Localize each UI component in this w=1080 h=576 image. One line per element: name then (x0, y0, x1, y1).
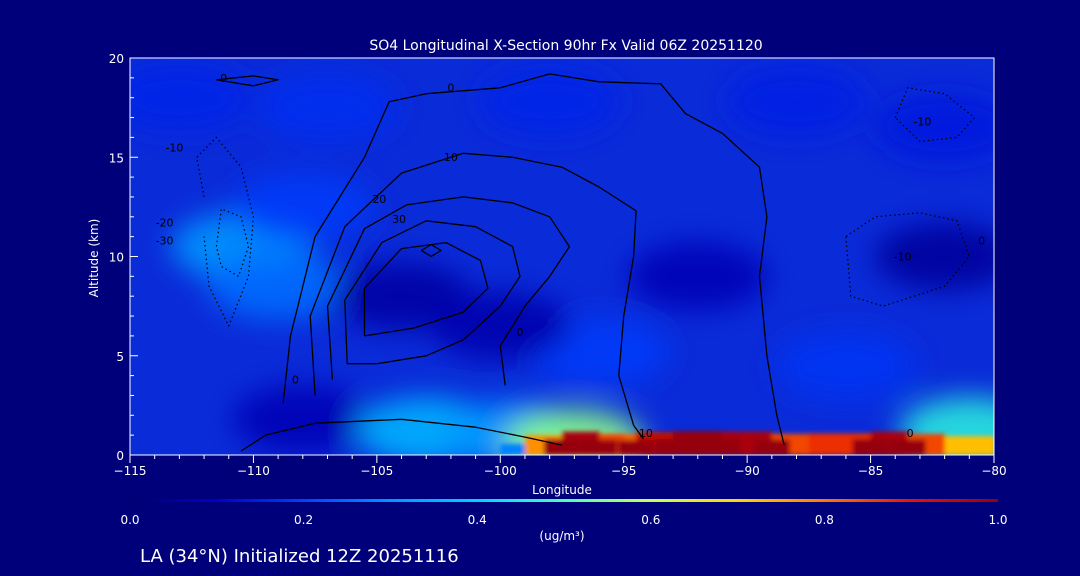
contour-line-11 (845, 212, 970, 307)
surface-concentration-layer (500, 431, 994, 455)
x-axis-label: Longitude (532, 483, 592, 497)
contour-label-7: -10 (165, 141, 183, 154)
chart-title: SO4 Longitudinal X-Section 90hr Fx Valid… (369, 38, 762, 54)
contour-label-11: 0 (907, 427, 914, 440)
colorbar-strip (130, 499, 998, 502)
surface-core-3 (581, 439, 618, 455)
contour-label-3: 20 (372, 193, 386, 206)
contour-line-6 (240, 418, 563, 452)
surface-core-11 (889, 439, 926, 455)
y-axis-label: Altitude (km) (87, 219, 101, 298)
contour-lines: 0 0 10 20 30 0 0 -10 -20 -30 10 0 0 -10 -10 (156, 72, 985, 452)
field-blob-4 (874, 93, 994, 162)
contour-label-4: 30 (392, 213, 406, 226)
surface-core-5 (618, 440, 655, 455)
contour-label-13: -10 (894, 250, 912, 263)
colorbar-tick-label-4: 0.8 (815, 513, 834, 527)
field-blob-6 (208, 252, 349, 321)
footer-site-label: LA (34°N) Initialized 12Z 20251116 (140, 546, 459, 567)
plot-area: 0 0 10 20 30 0 0 -10 -20 -30 10 0 0 -10 -10 (129, 57, 995, 456)
surface-core-10 (852, 439, 889, 455)
contour-line-3 (344, 220, 521, 365)
contour-line-4 (363, 241, 489, 337)
y-tick-label-1: 5 (116, 350, 124, 364)
x-tick-label-5: −90 (734, 464, 759, 478)
field-blob-1 (257, 73, 398, 142)
x-tick-label-1: −110 (237, 464, 270, 478)
field-blob-3 (726, 67, 867, 136)
contour-label-0: 0 (447, 82, 454, 95)
contour-line-0 (282, 73, 785, 446)
contour-line-1 (309, 152, 645, 440)
field-blob-9 (775, 331, 916, 400)
colorbar: 0.0 0.2 0.4 0.6 0.8 1.0 (ug/m³) (120, 499, 1008, 543)
field-blob-7 (232, 172, 373, 241)
surface-core-2 (544, 439, 580, 455)
colorbar-tick-label-5: 1.0 (988, 513, 1007, 527)
surface-segment-12 (944, 436, 994, 455)
contour-label-12: 0 (978, 235, 985, 248)
x-tick-label-2: −105 (360, 464, 393, 478)
x-tick-label-6: −85 (858, 464, 883, 478)
contour-label-10: 10 (639, 427, 653, 440)
x-axis: −115 −110 −105 −100 −95 −90 −85 −80 (114, 455, 1007, 478)
surface-segment-0 (500, 444, 526, 455)
y-tick-label-3: 15 (109, 151, 124, 165)
surface-core-8 (753, 439, 790, 455)
field-blob-12 (430, 291, 571, 360)
y-tick-label-4: 20 (109, 52, 124, 66)
colorbar-tick-label-1: 0.2 (294, 513, 313, 527)
contour-label-9: -30 (156, 235, 174, 248)
field-blob-10 (627, 242, 768, 311)
y-tick-label-2: 10 (109, 251, 124, 265)
surface-core-7 (704, 439, 741, 455)
field-blob-13 (874, 222, 994, 291)
contour-label-6: 0 (292, 374, 299, 387)
contour-line-2 (326, 196, 571, 386)
surface-core-6 (655, 439, 692, 455)
contour-label-2: 10 (444, 151, 458, 164)
contour-label-8: -20 (156, 217, 174, 230)
contour-label-1: 0 (220, 72, 227, 85)
contour-line-8 (196, 136, 254, 327)
colorbar-units: (ug/m³) (539, 529, 584, 543)
contour-label-14: -10 (913, 115, 931, 128)
field-blob-14 (232, 385, 373, 454)
contour-line-5 (420, 243, 442, 258)
y-tick-label-0: 0 (116, 449, 124, 463)
contour-line-10 (894, 87, 975, 142)
y-axis: 0 5 10 15 20 (109, 52, 138, 463)
colorbar-tick-label-0: 0.0 (120, 513, 139, 527)
colorbar-tick-label-3: 0.6 (641, 513, 660, 527)
x-tick-label-0: −115 (114, 464, 147, 478)
contour-line-7 (216, 75, 279, 87)
x-tick-label-7: −80 (981, 464, 1006, 478)
contour-label-5: 0 (517, 326, 524, 339)
contour-line-9 (215, 208, 250, 277)
field-blob-2 (479, 67, 620, 136)
concentration-field (130, 63, 994, 455)
colorbar-tick-label-2: 0.4 (468, 513, 487, 527)
x-tick-label-3: −100 (484, 464, 517, 478)
colorbar-ticks: 0.0 0.2 0.4 0.6 0.8 1.0 (120, 513, 1007, 527)
x-tick-label-4: −95 (611, 464, 636, 478)
